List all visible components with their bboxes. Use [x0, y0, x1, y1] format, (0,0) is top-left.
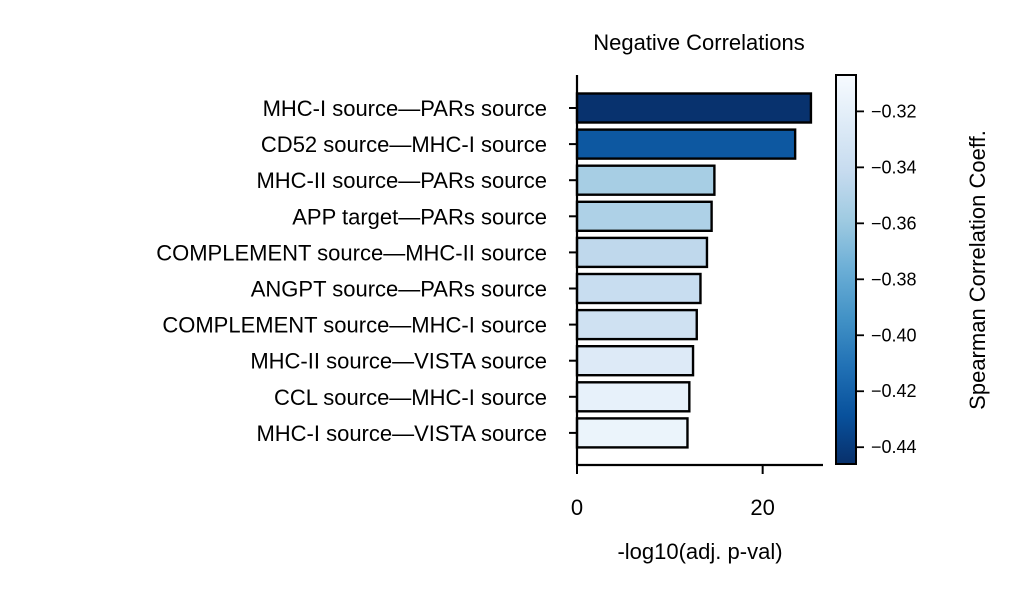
colorbar	[835, 74, 857, 465]
bar	[575, 308, 698, 341]
bar	[575, 92, 813, 124]
y-tick-label: APP target—PARs source	[292, 204, 547, 229]
x-tick-label: 0	[571, 495, 583, 520]
bar	[575, 164, 716, 196]
colorbar-label: Spearman Correlation Coeff.	[965, 130, 990, 410]
y-tick-label: COMPLEMENT source—MHC-II source	[156, 240, 547, 265]
colorbar-tick-label: −0.38	[871, 269, 917, 289]
colorbar-ticks: −0.32 −0.34 −0.36 −0.38 −0.40 −0.42 −0.44	[856, 101, 917, 457]
y-tick-label: CD52 source—MHC-I source	[261, 132, 547, 157]
y-tick-label: MHC-II source—PARs source	[256, 168, 547, 193]
chart-title: Negative Correlations	[593, 30, 805, 55]
bar	[575, 200, 713, 233]
y-tick-label: MHC-I source—PARs source	[263, 96, 547, 121]
bar	[575, 272, 702, 305]
colorbar-tick-label: −0.44	[871, 437, 917, 457]
bars-group	[575, 92, 813, 449]
y-tick-label: ANGPT source—PARs source	[251, 277, 547, 302]
bar	[575, 381, 691, 413]
y-tick-label: COMPLEMENT source—MHC-I source	[162, 313, 547, 338]
colorbar-tick-label: −0.40	[871, 325, 917, 345]
colorbar-tick-label: −0.32	[871, 101, 917, 121]
bar	[575, 128, 797, 160]
colorbar-tick-label: −0.34	[871, 157, 917, 177]
x-axis-label: -log10(adj. p-val)	[617, 539, 782, 564]
y-tick-label: CCL source—MHC-I source	[274, 385, 547, 410]
bar	[575, 417, 689, 449]
y-tick-label: MHC-I source—VISTA source	[256, 421, 547, 446]
y-tick-labels: MHC-I source—PARs source CD52 source—MHC-…	[156, 96, 577, 446]
bar	[575, 345, 695, 377]
y-tick-label: MHC-II source—VISTA source	[250, 349, 547, 374]
bar	[575, 236, 709, 269]
x-tick-label: 20	[750, 495, 774, 520]
colorbar-tick-label: −0.42	[871, 381, 917, 401]
colorbar-tick-label: −0.36	[871, 213, 917, 233]
x-ticks: 0 20	[571, 465, 775, 520]
